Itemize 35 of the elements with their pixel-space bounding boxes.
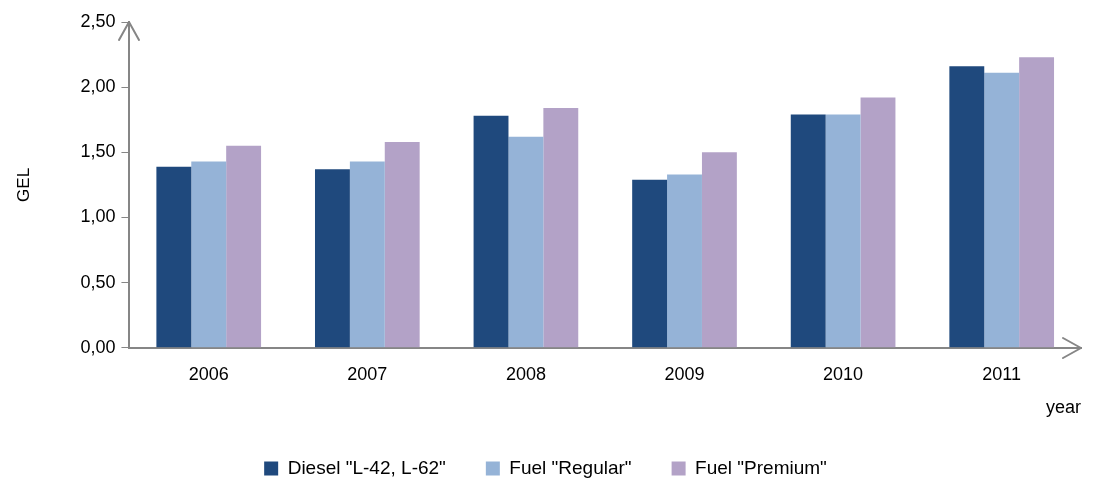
y-tick-label: 2,00 [80,76,116,97]
bar [191,161,227,348]
y-tick-label: 0,00 [80,336,116,357]
bar [984,72,1020,348]
bar [473,115,509,348]
bar [701,152,737,348]
x-axis-title: year [1045,397,1082,418]
bar [1019,57,1055,348]
bar [949,66,985,348]
x-tick-label: 2009 [664,363,705,384]
bar [543,108,579,348]
bar [632,179,668,348]
x-tick-label: 2010 [823,363,864,384]
bar [508,136,544,348]
bar [667,174,702,348]
y-axis-title: GEL [13,167,33,202]
bar [384,141,420,348]
bar [349,161,385,348]
legend-label: Fuel "Premium" [695,456,827,478]
bar [860,97,896,348]
x-tick-label: 2008 [505,363,546,384]
y-tick-label: 1,00 [80,206,116,227]
x-tick-label: 2006 [188,363,229,384]
y-tick-label: 2,50 [80,10,116,31]
x-tick-label: 2011 [982,363,1022,384]
y-tick-label: 1,50 [80,141,116,162]
legend-label: Fuel "Regular" [509,456,632,478]
bar [156,166,192,348]
bar [790,114,826,348]
bar [825,114,861,348]
y-tick-label: 0,50 [80,271,116,292]
bar [314,169,350,348]
bar [226,145,262,348]
x-tick-label: 2007 [347,363,388,384]
legend-label: Diesel "L-42, L-62" [287,456,446,478]
